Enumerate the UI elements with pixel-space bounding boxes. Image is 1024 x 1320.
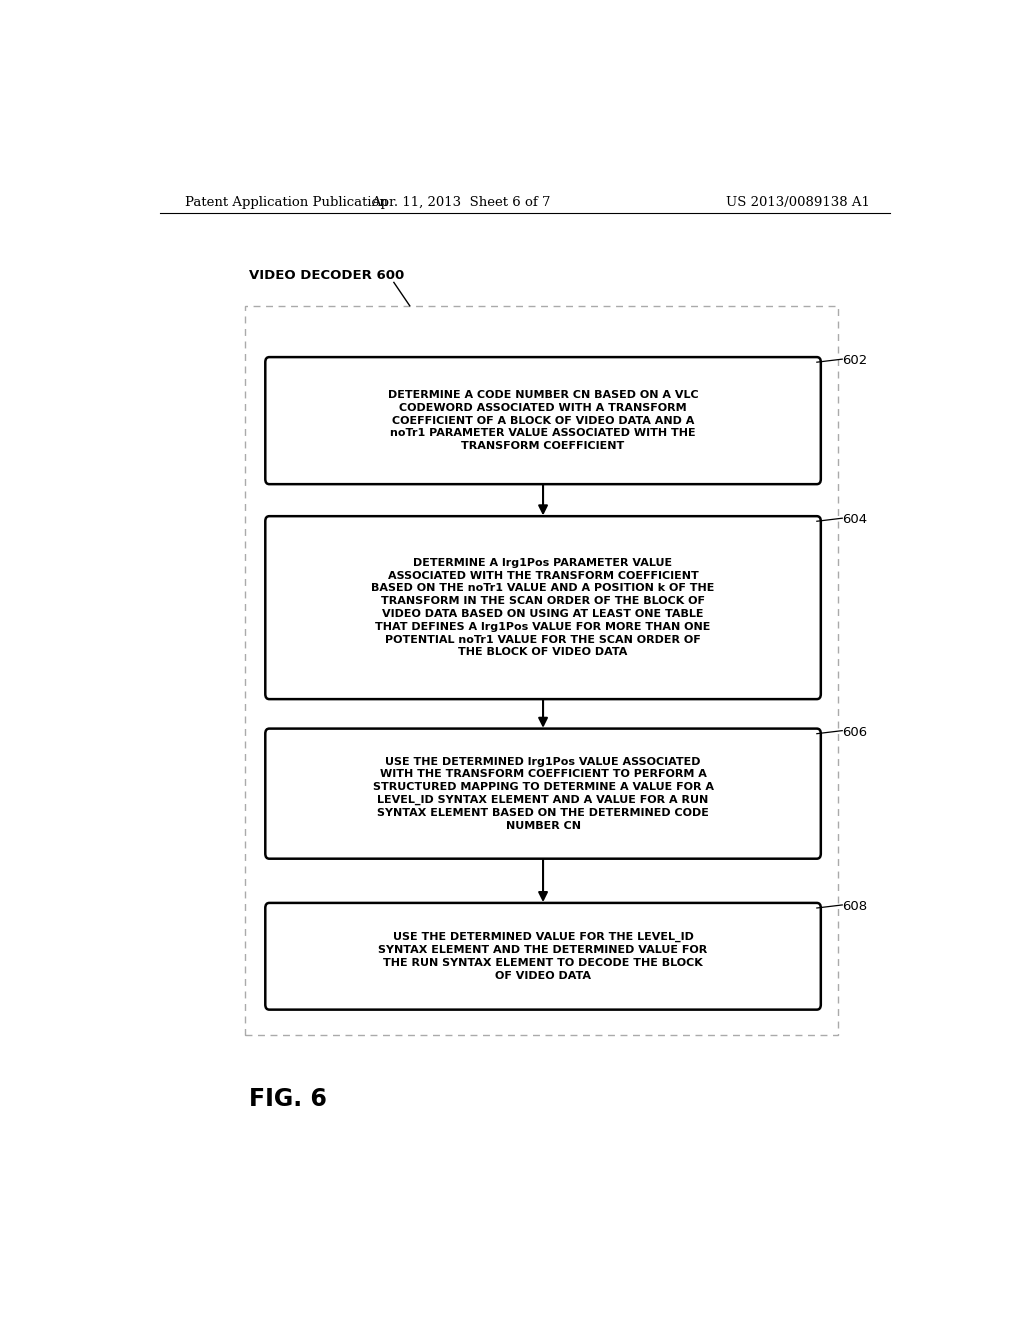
FancyBboxPatch shape (265, 903, 821, 1010)
Text: FIG. 6: FIG. 6 (249, 1086, 327, 1110)
Text: 606: 606 (842, 726, 867, 739)
Text: VIDEO DECODER 600: VIDEO DECODER 600 (249, 269, 403, 282)
Text: US 2013/0089138 A1: US 2013/0089138 A1 (726, 195, 870, 209)
Text: Patent Application Publication: Patent Application Publication (185, 195, 388, 209)
Text: 608: 608 (842, 900, 867, 913)
Text: 604: 604 (842, 513, 867, 527)
Text: 602: 602 (842, 354, 867, 367)
FancyBboxPatch shape (265, 516, 821, 700)
Bar (246, 306, 839, 1035)
FancyBboxPatch shape (265, 729, 821, 859)
FancyBboxPatch shape (265, 358, 821, 484)
Text: Apr. 11, 2013  Sheet 6 of 7: Apr. 11, 2013 Sheet 6 of 7 (372, 195, 551, 209)
Text: USE THE DETERMINED VALUE FOR THE LEVEL_ID
SYNTAX ELEMENT AND THE DETERMINED VALU: USE THE DETERMINED VALUE FOR THE LEVEL_I… (379, 932, 708, 981)
Text: USE THE DETERMINED lrg1Pos VALUE ASSOCIATED
WITH THE TRANSFORM COEFFICIENT TO PE: USE THE DETERMINED lrg1Pos VALUE ASSOCIA… (373, 756, 714, 830)
Text: DETERMINE A lrg1Pos PARAMETER VALUE
ASSOCIATED WITH THE TRANSFORM COEFFICIENT
BA: DETERMINE A lrg1Pos PARAMETER VALUE ASSO… (372, 558, 715, 657)
Text: DETERMINE A CODE NUMBER CN BASED ON A VLC
CODEWORD ASSOCIATED WITH A TRANSFORM
C: DETERMINE A CODE NUMBER CN BASED ON A VL… (388, 389, 698, 451)
